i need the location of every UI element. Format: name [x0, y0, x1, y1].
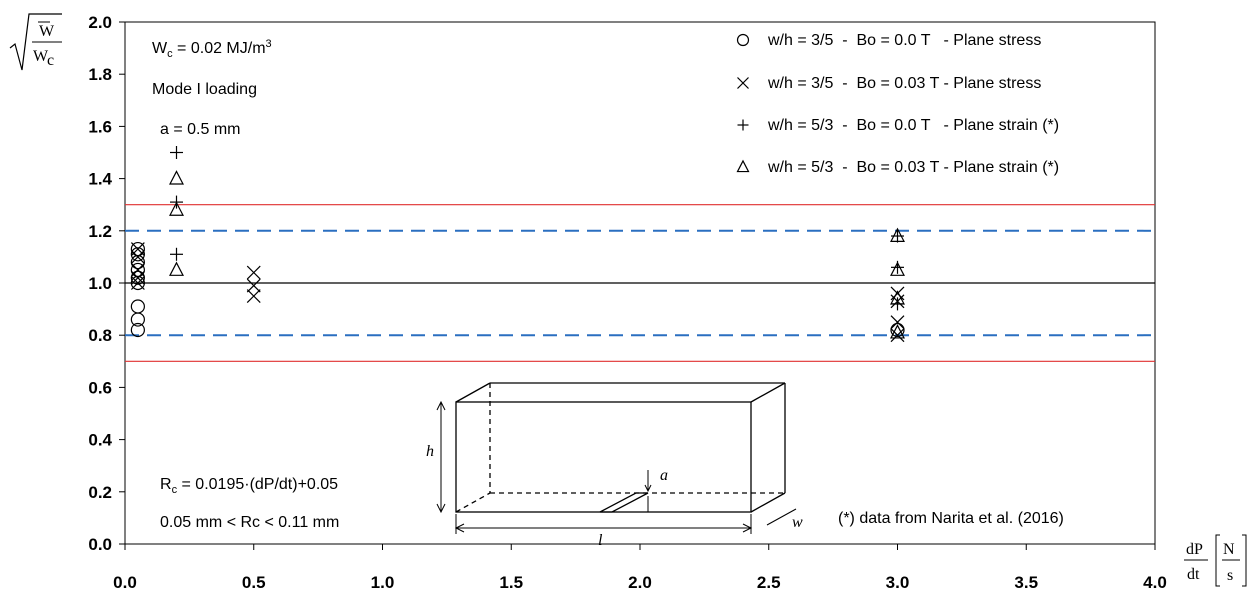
data-point-series-3: [890, 290, 905, 305]
data-point-series-1: [890, 315, 905, 330]
data-point-series-3: [890, 261, 905, 276]
x-axis-label: dP dt N s: [1184, 534, 1247, 587]
data-point-series-3: [890, 324, 905, 339]
legend-entry-1: w/h = 3/5 - Bo = 0.03 T - Plane stress: [767, 75, 1041, 92]
y-ticks: 0.0 0.2 0.4 0.6 0.8 1.0 1.2 1.4 1.6 1.8 2.0: [88, 13, 125, 554]
y-label-wc-sub: c: [47, 52, 54, 69]
data-point-series-0: [130, 322, 145, 338]
data-point-series-1: [130, 249, 145, 264]
x-label-num: dP: [1186, 541, 1203, 558]
x-label-unit-den: s: [1227, 567, 1233, 584]
x-tick-label: 3.5: [1014, 573, 1038, 592]
specimen-inset: [436, 382, 797, 534]
data-point-series-3: [169, 261, 184, 276]
data-point-series-1: [246, 278, 261, 293]
y-tick-label: 0.4: [88, 431, 112, 450]
y-tick-label: 1.2: [88, 222, 112, 241]
x-tick-label: 0.0: [113, 573, 137, 592]
annotation-wc: Wc = 0.02 MJ/m3: [152, 38, 272, 60]
legend-entry-2: w/h = 5/3 - Bo = 0.0 T - Plane strain (*…: [767, 117, 1059, 134]
x-ticks: 0.0 0.5 1.0 1.5 2.0 2.5 3.0 3.5 4.0: [113, 544, 1167, 592]
inset-label-a: a: [660, 467, 668, 484]
y-label-wc: W: [33, 48, 49, 65]
x-tick-label: 0.5: [242, 573, 266, 592]
y-tick-label: 0.2: [88, 483, 112, 502]
data-point-series-0: [130, 299, 145, 314]
y-tick-label: 1.0: [88, 274, 112, 293]
data-point-series-1: [130, 263, 145, 277]
data-point-series-1: [130, 270, 145, 285]
y-tick-label: 2.0: [88, 13, 112, 32]
data-point-series-1: [130, 276, 145, 290]
annotation-mode: Mode I loading: [152, 81, 257, 98]
x-tick-label: 3.0: [886, 573, 910, 592]
data-point-series-1: [246, 289, 261, 303]
marker-triangle: [736, 159, 750, 173]
y-tick-label: 0.0: [88, 535, 112, 554]
annotation-rc-formula: Rc = 0.0195·(dP/dt)+0.05: [160, 476, 338, 496]
data-points: [130, 146, 905, 343]
legend-entry-3: w/h = 5/3 - Bo = 0.03 T - Plane strain (…: [767, 159, 1059, 176]
data-point-series-2: [170, 146, 183, 159]
inset-label-w: w: [792, 514, 803, 531]
marker-circle: [736, 33, 750, 47]
x-label-unit-num: N: [1223, 541, 1235, 558]
legend-entry-0: w/h = 3/5 - Bo = 0.0 T - Plane stress: [767, 32, 1041, 49]
data-point-series-0: [130, 275, 145, 291]
x-tick-label: 2.0: [628, 573, 652, 592]
data-point-series-0: [890, 322, 905, 338]
y-axis-label: W W c: [9, 13, 62, 71]
annotation-source: (*) data from Narita et al. (2016): [838, 510, 1064, 527]
x-label-den: dt: [1187, 566, 1200, 583]
x-tick-label: 1.5: [499, 573, 523, 592]
y-label-w: W: [39, 23, 55, 40]
y-tick-label: 1.6: [88, 117, 112, 136]
x-tick-label: 1.0: [371, 573, 395, 592]
inset-label-h: h: [426, 443, 434, 460]
y-tick-label: 0.8: [88, 326, 112, 345]
data-point-series-0: [130, 312, 145, 327]
data-point-series-3: [169, 201, 184, 216]
y-tick-label: 0.6: [88, 378, 112, 397]
annotation-crack-length: a = 0.5 mm: [160, 121, 240, 138]
marker-x: [737, 77, 749, 89]
data-point-series-1: [246, 265, 261, 280]
marker-plus: [737, 119, 749, 131]
data-point-series-0: [130, 270, 145, 285]
data-point-series-1: [890, 328, 905, 343]
data-point-series-0: [130, 247, 145, 262]
x-tick-label: 2.5: [757, 573, 781, 592]
data-point-series-3: [169, 170, 184, 185]
x-tick-label: 4.0: [1143, 573, 1167, 592]
legend: w/h = 3/5 - Bo = 0.0 T - Plane stress w/h…: [736, 32, 1059, 176]
inset-label-l: l: [598, 532, 603, 549]
annotation-rc-range: 0.05 mm < Rc < 0.11 mm: [160, 514, 339, 531]
y-tick-label: 1.4: [88, 170, 112, 189]
reference-lines: [125, 204, 1155, 362]
data-point-series-3: [890, 227, 905, 242]
data-point-series-0: [130, 255, 145, 270]
y-tick-label: 1.8: [88, 65, 112, 84]
data-point-series-2: [170, 247, 183, 261]
